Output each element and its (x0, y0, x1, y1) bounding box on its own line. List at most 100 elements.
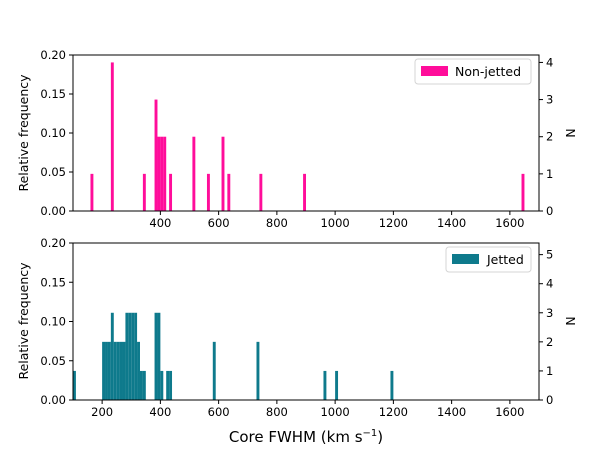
legend-swatch-jetted (452, 254, 479, 264)
bar-jetted-20 (169, 370, 173, 400)
bar-non-jetted-2 (142, 173, 146, 211)
ytick-label-right-0-0: 0 (546, 204, 553, 218)
bar-jetted-8 (122, 341, 126, 400)
panel-non-jetted: 0.00 0.05 0.10 0.15 0.20 0 1 2 3 4 400 600 800 1000 12… (16, 48, 578, 230)
legend-box-top (414, 58, 532, 85)
xtick-label-1-6: 1400 (437, 405, 466, 419)
xtick-label-0-5: 1400 (437, 216, 466, 230)
xtick-label-1-2: 600 (208, 405, 230, 419)
bar-jetted-6 (116, 341, 120, 400)
ytick-label-right-1-0: 0 (546, 393, 553, 407)
bar-non-jetted-9 (206, 173, 210, 211)
bar-jetted-2 (105, 341, 108, 400)
ytick-label-left-1-3: 0.15 (40, 275, 66, 289)
bar-jetted-11 (131, 312, 135, 400)
ytick-label-left-0-2: 0.10 (40, 126, 66, 140)
ytick-label-right-0-1: 1 (546, 167, 553, 181)
bar-jetted-18 (160, 370, 164, 400)
ylabel-right-bottom: N (563, 316, 578, 325)
xtick-label-0-0: 400 (149, 216, 171, 230)
ytick-label-right-1-1: 1 (546, 364, 553, 378)
ytick-label-left-1-1: 0.05 (40, 354, 66, 368)
bar-non-jetted-1 (110, 62, 114, 211)
bar-jetted-9 (125, 312, 129, 400)
xtick-label-0-2: 800 (266, 216, 288, 230)
ytick-label-right-0-4: 4 (546, 55, 553, 69)
legend-swatch-non-jetted (421, 66, 448, 76)
bar-non-jetted-13 (303, 173, 306, 211)
bar-non-jetted-8 (192, 136, 196, 211)
bar-non-jetted-3 (154, 99, 158, 211)
bar-jetted-19 (166, 370, 170, 400)
ticks-top: 0.00 0.05 0.10 0.15 0.20 0 1 2 3 4 400 600 800 1000 12… (40, 48, 553, 230)
bar-jetted-13 (137, 341, 140, 400)
ylabel-left-bottom: Relative frequency (16, 262, 31, 380)
bar-jetted-12 (134, 312, 138, 400)
ytick-label-right-1-5: 5 (546, 248, 553, 262)
ytick-label-left-1-2: 0.10 (40, 315, 66, 329)
ylabel-left-top: Relative frequency (16, 74, 31, 192)
ytick-label-left-1-0: 0.00 (40, 393, 66, 407)
ticks-bottom: 0.00 0.05 0.10 0.15 0.20 0 1 2 3 4 5 200 400 600 800 10… (40, 236, 553, 419)
bar-jetted-14 (139, 370, 143, 400)
bar-jetted-4 (110, 312, 114, 400)
xtick-label-1-5: 1200 (379, 405, 408, 419)
ytick-label-left-0-3: 0.15 (40, 87, 66, 101)
ytick-label-right-1-3: 3 (546, 306, 553, 320)
bar-jetted-15 (142, 370, 146, 400)
ytick-label-right-0-3: 3 (546, 93, 553, 107)
bar-jetted-21 (212, 341, 216, 400)
legend-label-non-jetted: Non-jetted (455, 64, 521, 79)
xlabel-superscript: −1 (363, 428, 378, 439)
xtick-label-1-4: 1000 (320, 405, 349, 419)
bar-jetted-25 (390, 370, 394, 400)
bars-jetted (73, 312, 394, 400)
bar-non-jetted-11 (227, 173, 231, 211)
xtick-label-1-7: 1600 (495, 405, 524, 419)
ytick-label-right-1-2: 2 (546, 335, 553, 349)
ytick-label-left-0-1: 0.05 (40, 165, 66, 179)
xtick-label-1-1: 400 (149, 405, 171, 419)
bar-jetted-1 (102, 341, 106, 400)
bar-non-jetted-5 (160, 136, 164, 211)
bar-non-jetted-14 (521, 173, 525, 211)
bar-jetted-23 (323, 370, 327, 400)
xtick-label-1-3: 800 (266, 405, 288, 419)
ytick-label-left-0-4: 0.20 (40, 48, 66, 62)
legend-jetted: Jetted (445, 246, 532, 273)
bar-non-jetted-10 (221, 136, 225, 211)
xlabel: Core FWHM (km s−1) (229, 428, 383, 446)
bar-non-jetted-12 (259, 173, 263, 211)
ytick-label-left-1-4: 0.20 (40, 236, 66, 250)
legend-box-bottom (445, 246, 532, 273)
bar-jetted-0 (73, 370, 76, 400)
bars-non-jetted (90, 62, 525, 211)
ylabel-right-top: N (563, 128, 578, 137)
xtick-label-0-3: 1000 (320, 216, 349, 230)
bar-jetted-16 (154, 312, 158, 400)
xtick-label-1-0: 200 (91, 405, 113, 419)
bar-jetted-24 (335, 370, 339, 400)
xlabel-close: ) (377, 428, 383, 446)
bar-jetted-10 (128, 312, 132, 400)
ytick-label-right-0-2: 2 (546, 130, 553, 144)
bar-non-jetted-0 (90, 173, 94, 211)
bar-jetted-7 (119, 341, 123, 400)
bar-jetted-3 (107, 341, 111, 400)
xtick-label-0-4: 1200 (379, 216, 408, 230)
panel-jetted: 0.00 0.05 0.10 0.15 0.20 0 1 2 3 4 5 200 400 600 800 10… (16, 236, 578, 446)
ytick-label-left-0-0: 0.00 (40, 204, 66, 218)
bar-jetted-5 (113, 341, 117, 400)
legend-non-jetted: Non-jetted (414, 58, 532, 85)
bar-non-jetted-6 (163, 136, 167, 211)
bar-non-jetted-7 (169, 173, 173, 211)
bar-jetted-22 (256, 341, 260, 400)
bar-non-jetted-4 (157, 136, 161, 211)
legend-label-jetted: Jetted (486, 252, 524, 267)
xtick-label-0-6: 1600 (495, 216, 524, 230)
xlabel-text: Core FWHM (km s (229, 428, 363, 446)
ytick-label-right-1-4: 4 (546, 277, 553, 291)
bar-jetted-17 (157, 312, 161, 400)
xtick-label-0-1: 600 (208, 216, 230, 230)
